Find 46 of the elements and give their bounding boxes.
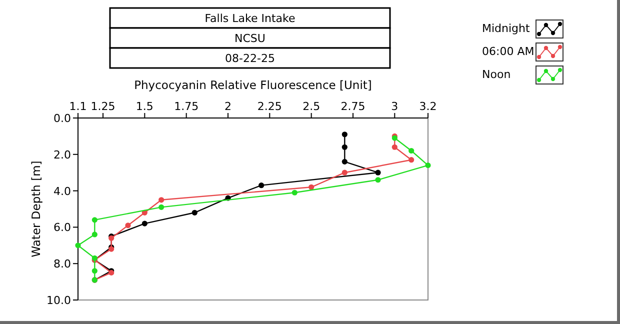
y-tick-label: 8.0 (54, 258, 71, 271)
point (142, 220, 148, 226)
legend-label: Noon (482, 68, 511, 81)
y-axis-title: Water Depth [m] (29, 160, 43, 258)
point (92, 217, 98, 223)
x-tick-label: 2.5 (302, 100, 320, 113)
point (125, 222, 131, 228)
point (408, 157, 414, 163)
point (342, 158, 348, 164)
x-tick-label: 2 (224, 100, 232, 113)
x-tick-label: 1.5 (136, 100, 154, 113)
x-tick-label: 2.25 (257, 100, 282, 113)
x-tick-label: 2.75 (340, 100, 366, 113)
point (342, 132, 348, 138)
chart-title: Falls Lake Intake (204, 12, 296, 25)
point (192, 210, 198, 216)
point (158, 197, 164, 203)
legend-label: Midnight (482, 22, 531, 35)
y-tick-label: 2.0 (54, 148, 71, 162)
y-tick-label: 0.0 (54, 112, 71, 125)
point (375, 170, 381, 176)
point (258, 182, 264, 188)
point (308, 184, 314, 190)
point (292, 190, 298, 196)
chart-subtitle: NCSU (234, 32, 266, 45)
x-axis-title: Phycocyanin Relative Fluorescence [Unit] (134, 78, 372, 92)
text: 08-22-25 (225, 52, 275, 65)
point (342, 170, 348, 176)
x-tick-label: 1.25 (90, 100, 116, 113)
point (425, 162, 431, 168)
x-tick-label: 1.1 (69, 100, 87, 113)
point (158, 204, 164, 210)
y-tick-label: 10.0 (46, 294, 71, 307)
point (392, 144, 398, 150)
y-tick-label: 6.0 (54, 221, 71, 234)
y-tick-label: 4.0 (54, 184, 71, 198)
point (375, 177, 381, 183)
point (342, 144, 348, 150)
point (92, 268, 98, 274)
x-tick-label: 3 (391, 100, 398, 113)
legend-label: 06:00 AM (482, 45, 534, 58)
point (92, 232, 98, 238)
point (75, 242, 81, 248)
point (408, 148, 414, 154)
x-tick-label: 1.75 (174, 100, 199, 113)
x-tick-label: 3.2 (419, 100, 437, 113)
